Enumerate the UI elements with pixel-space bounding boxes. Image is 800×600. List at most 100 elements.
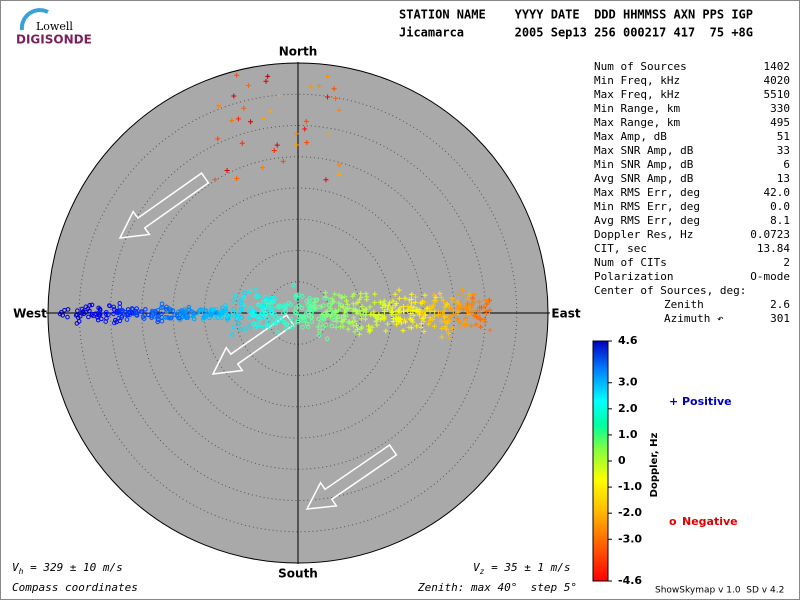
source-negative — [300, 294, 305, 299]
source-positive — [445, 320, 451, 326]
source-negative — [60, 313, 66, 318]
source-negative — [142, 312, 147, 318]
source-negative — [299, 305, 305, 311]
source-negative — [149, 308, 155, 314]
source-negative — [95, 315, 101, 320]
source-positive — [477, 316, 483, 322]
source-positive — [331, 298, 337, 304]
source-negative — [129, 310, 135, 316]
source-positive — [248, 119, 254, 125]
source-positive — [402, 295, 408, 301]
source-positive — [376, 312, 382, 318]
source-positive — [340, 304, 346, 310]
source-negative — [104, 309, 109, 315]
legend-symbol: o — [669, 515, 677, 528]
source-positive — [486, 298, 492, 304]
stat-label: Center of Sources, deg: — [594, 284, 746, 297]
source-positive — [302, 126, 308, 132]
source-negative — [266, 324, 272, 329]
source-positive — [316, 83, 322, 89]
source-negative — [281, 305, 287, 311]
source-positive — [409, 291, 415, 297]
velocity-symbol: V — [473, 561, 481, 574]
zenith-note: Zenith: max 40° step 5° — [417, 581, 577, 594]
source-negative — [331, 317, 336, 323]
source-positive — [274, 142, 280, 148]
source-negative — [114, 319, 119, 325]
source-negative — [191, 311, 197, 316]
stat-label: Max RMS Err, deg — [594, 186, 700, 199]
source-positive — [444, 326, 450, 332]
source-positive — [234, 175, 240, 181]
source-negative — [234, 312, 240, 318]
source-positive — [420, 309, 426, 315]
source-negative — [104, 316, 109, 321]
source-positive — [367, 304, 373, 310]
source-negative — [83, 310, 89, 315]
source-negative — [242, 290, 247, 296]
source-negative — [280, 311, 286, 317]
source-positive — [440, 309, 446, 315]
source-negative — [218, 311, 223, 316]
source-positive — [418, 321, 424, 327]
stat-value: 4020 — [764, 74, 791, 87]
logo-swoosh — [19, 8, 49, 31]
source-negative — [203, 308, 208, 313]
source-negative — [237, 312, 243, 317]
source-negative — [159, 318, 165, 324]
source-negative — [186, 307, 192, 312]
source-negative — [85, 306, 91, 312]
source-positive — [476, 299, 482, 305]
legend-symbol: + — [669, 395, 678, 408]
source-positive — [422, 292, 428, 298]
source-negative — [265, 303, 271, 309]
source-negative — [246, 309, 252, 314]
source-positive — [366, 326, 372, 332]
source-negative — [226, 310, 232, 316]
colorbar-tick-label: -2.0 — [618, 506, 642, 519]
source-positive — [381, 308, 387, 314]
source-positive — [461, 294, 467, 300]
source-positive — [271, 147, 277, 153]
source-negative — [177, 315, 182, 321]
source-positive — [421, 329, 427, 335]
source-positive — [463, 319, 469, 325]
source-positive — [471, 313, 477, 319]
source-positive — [466, 305, 472, 311]
velocity-subscript: z — [480, 567, 485, 576]
source-positive — [356, 331, 362, 337]
source-negative — [296, 292, 302, 298]
source-positive — [411, 312, 417, 318]
source-negative — [191, 316, 197, 322]
colorbar — [592, 340, 609, 582]
source-positive — [381, 298, 387, 304]
source-positive — [327, 307, 333, 313]
source-positive — [364, 294, 370, 300]
source-negative — [320, 325, 326, 330]
source-positive — [384, 306, 390, 312]
source-positive — [421, 311, 427, 317]
stat-value: 0.0723 — [750, 228, 790, 241]
source-positive — [428, 317, 434, 323]
source-negative — [254, 314, 260, 319]
source-positive — [473, 321, 479, 327]
source-positive — [351, 314, 357, 320]
direction-label: North — [279, 45, 317, 59]
source-negative — [296, 303, 302, 309]
source-negative — [215, 315, 221, 320]
source-negative — [74, 312, 80, 317]
source-negative — [309, 319, 315, 324]
source-positive — [430, 302, 436, 308]
source-negative — [318, 321, 323, 326]
source-negative — [201, 307, 206, 313]
source-positive — [351, 323, 357, 329]
velocity-subscript: h — [19, 567, 24, 576]
source-positive — [400, 328, 406, 334]
source-negative — [256, 302, 261, 308]
source-negative — [119, 313, 125, 319]
source-positive — [453, 300, 459, 306]
source-negative — [229, 332, 235, 337]
stat-value: 2 — [783, 256, 790, 269]
source-positive — [470, 298, 476, 304]
source-negative — [322, 311, 328, 317]
